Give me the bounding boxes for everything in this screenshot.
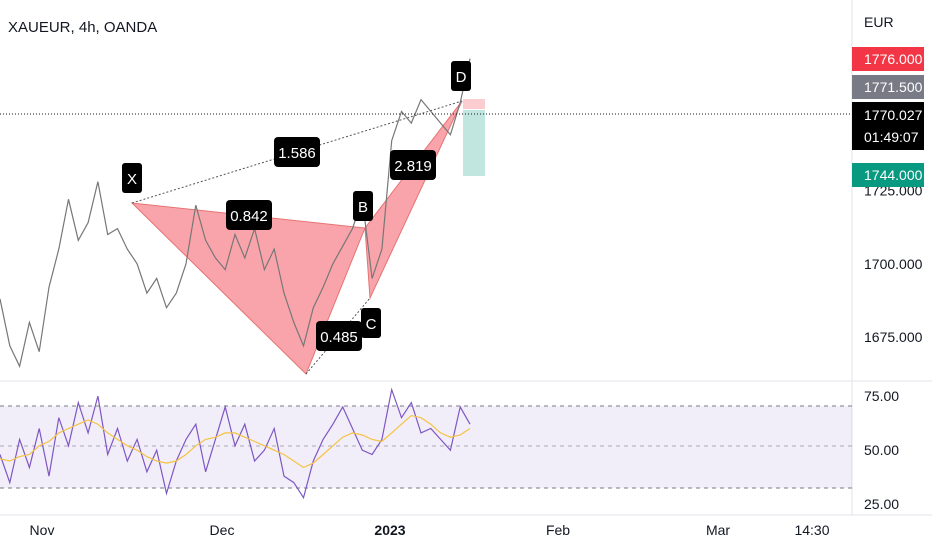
svg-text:0.485: 0.485 xyxy=(320,329,358,346)
pattern-point-b: B xyxy=(353,191,373,221)
rsi-tick-label: 25.00 xyxy=(864,496,899,512)
svg-text:1770.027: 1770.027 xyxy=(864,107,923,123)
rsi-line xyxy=(0,387,471,500)
rsi-band-background xyxy=(0,406,852,488)
position-stop-zone xyxy=(463,99,485,109)
svg-text:D: D xyxy=(456,69,467,86)
svg-text:B: B xyxy=(358,199,368,216)
rsi-tick-label: 50.00 xyxy=(864,442,899,458)
svg-text:01:49:07: 01:49:07 xyxy=(864,129,919,145)
svg-text:X: X xyxy=(127,171,137,188)
svg-text:1776.000: 1776.000 xyxy=(864,51,923,67)
time-tick-label: Dec xyxy=(210,522,235,538)
svg-text:C: C xyxy=(366,316,377,333)
svg-text:1744.000: 1744.000 xyxy=(864,167,923,183)
symbol-title: XAUEUR, 4h, OANDA xyxy=(8,19,157,36)
currency-label: EUR xyxy=(864,14,894,30)
time-tick-label: Mar xyxy=(706,522,730,538)
svg-text:1.586: 1.586 xyxy=(278,145,316,162)
ratio-label-ac: 0.485 xyxy=(316,321,362,351)
time-tick-label: Feb xyxy=(546,522,570,538)
pattern-point-x: X xyxy=(122,163,142,193)
ratio-label-bd: 2.819 xyxy=(390,150,436,180)
pattern-point-d: D xyxy=(451,61,471,91)
price-tick-label: 1675.000 xyxy=(864,329,923,345)
stop-price-tag: 1776.000 xyxy=(852,47,924,71)
time-tick-label: 14:30 xyxy=(794,522,829,538)
rsi-ma-line xyxy=(0,414,471,469)
time-axis-ticks: Nov Dec 2023 Feb Mar 14:30 xyxy=(30,522,830,538)
entry-price-tag: 1771.500 xyxy=(852,75,924,99)
ratio-label-xd: 1.586 xyxy=(274,137,320,167)
time-tick-label: Nov xyxy=(30,522,55,538)
svg-text:0.842: 0.842 xyxy=(230,208,268,225)
target-price-tag: 1744.000 xyxy=(852,163,924,187)
svg-text:2.819: 2.819 xyxy=(394,158,432,175)
rsi-tick-label: 75.00 xyxy=(864,388,899,404)
svg-text:1771.500: 1771.500 xyxy=(864,79,923,95)
pattern-point-c: C xyxy=(361,308,381,338)
time-tick-label: 2023 xyxy=(374,522,405,538)
price-tick-label: 1700.000 xyxy=(864,256,923,272)
price-series-line xyxy=(0,58,471,369)
last-price-tag: 1770.027 01:49:07 xyxy=(852,102,924,150)
rsi-axis-ticks: 25.00 50.00 75.00 xyxy=(864,388,899,512)
position-target-zone xyxy=(463,110,485,176)
ratio-label-xb: 0.842 xyxy=(226,200,272,230)
